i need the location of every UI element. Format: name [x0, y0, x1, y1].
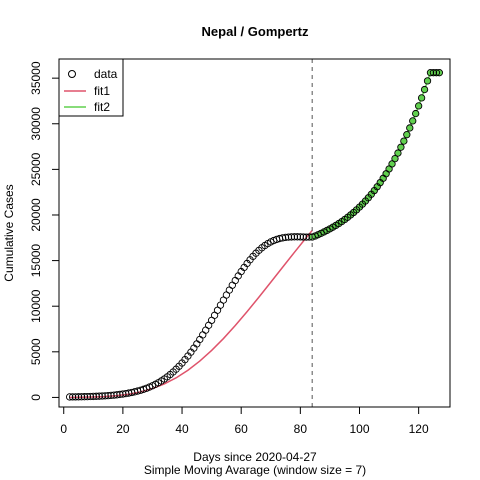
data-point — [77, 393, 86, 401]
data-point — [71, 393, 80, 401]
legend-label-fit1: fit1 — [94, 84, 110, 98]
x-tick-label: 120 — [409, 422, 429, 436]
fit2-point — [424, 77, 431, 84]
y-tick-label: 30000 — [29, 107, 43, 141]
fit2-point — [389, 161, 395, 167]
data-point — [420, 85, 429, 94]
fit2-point — [398, 144, 404, 151]
x-axis-sublabel: Simple Moving Avarage (window size = 7) — [144, 463, 366, 477]
data-point — [414, 102, 423, 110]
data-point — [65, 393, 74, 401]
data-point — [89, 392, 97, 401]
data-point — [296, 233, 304, 241]
data-point — [95, 392, 103, 400]
y-tick-label: 35000 — [29, 61, 43, 95]
data-point — [397, 143, 405, 151]
fit2-point — [415, 102, 422, 109]
data-point — [403, 131, 411, 139]
x-tick-label: 100 — [349, 422, 369, 436]
data-point — [293, 233, 302, 241]
y-axis: 0 5000 10000 15000 20000 25000 30000 35000 — [29, 61, 60, 401]
data-series — [65, 69, 444, 401]
x-tick-label: 60 — [235, 422, 249, 436]
legend-label-fit2: fit2 — [94, 100, 110, 114]
data-point — [435, 69, 444, 77]
fit2-point — [403, 131, 410, 138]
fit2-point — [418, 94, 425, 101]
fit2-point — [409, 118, 416, 124]
data-point — [394, 149, 402, 157]
data-point — [409, 117, 417, 125]
data-point — [104, 391, 112, 400]
y-tick-label: 25000 — [29, 152, 43, 186]
x-axis-label: Days since 2020-04-27 — [193, 450, 317, 464]
y-tick-label: 5000 — [29, 338, 43, 365]
data-point — [299, 233, 307, 241]
data-point — [74, 393, 83, 401]
data-point — [287, 233, 296, 241]
data-point — [284, 233, 293, 241]
data-point — [406, 124, 414, 132]
y-tick-label: 10000 — [29, 289, 43, 323]
data-point — [417, 94, 426, 102]
fit2-point — [406, 125, 413, 131]
fit2-point — [412, 110, 419, 117]
legend-label-data: data — [94, 67, 118, 81]
x-tick-label: 80 — [294, 422, 308, 436]
data-point — [68, 393, 77, 401]
legend-data-symbol — [68, 70, 76, 78]
data-point — [400, 137, 408, 145]
data-point — [92, 392, 100, 400]
fit2-point — [395, 150, 401, 156]
x-axis: 0 20 40 60 80 100 120 — [60, 406, 429, 436]
data-point — [98, 392, 106, 400]
data-point — [101, 392, 109, 400]
legend: data fit1 fit2 — [58, 58, 124, 117]
data-point — [302, 233, 310, 241]
y-tick-label: 20000 — [29, 198, 43, 232]
x-tick-label: 20 — [116, 422, 130, 436]
data-point — [80, 393, 89, 401]
data-point — [290, 233, 299, 241]
data-point — [412, 109, 420, 118]
y-axis-label: Cumulative Cases — [2, 184, 16, 281]
data-point — [429, 69, 438, 77]
data-point — [391, 154, 399, 163]
fit2-point — [392, 155, 398, 162]
data-point — [83, 392, 92, 401]
data-point — [423, 77, 432, 85]
fit2-point — [400, 138, 407, 144]
y-tick-label: 15000 — [29, 244, 43, 278]
chart-title: Nepal / Gompertz — [202, 24, 309, 39]
fit2-point — [421, 86, 428, 93]
data-point — [86, 392, 95, 401]
data-point — [281, 233, 290, 242]
fit2-point — [386, 166, 392, 172]
x-tick-label: 40 — [175, 422, 189, 436]
data-point — [432, 69, 441, 77]
data-point — [426, 69, 435, 77]
y-tick-label: 0 — [29, 394, 43, 401]
x-tick-label: 0 — [60, 422, 67, 436]
